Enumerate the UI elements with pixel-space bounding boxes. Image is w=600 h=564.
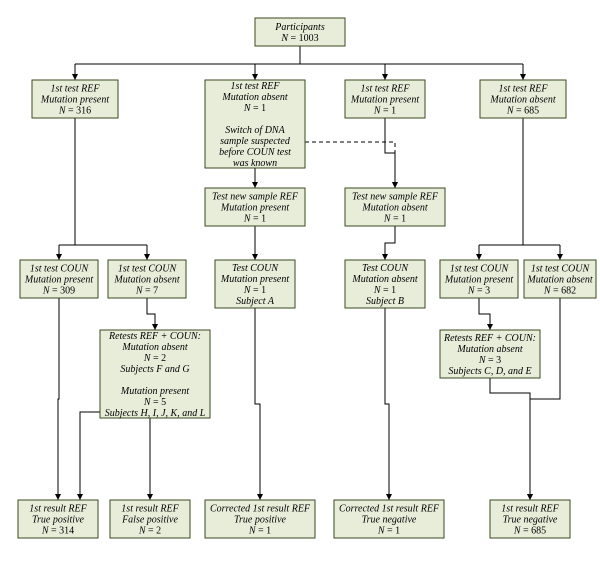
node-label: Mutation absent [121, 342, 187, 353]
node-label: N = 3 [478, 355, 501, 366]
node-test_subA: Test COUNMutation presentN = 1Subject A [215, 260, 295, 308]
node-label: N = 1 [373, 106, 396, 117]
node-label: True negative [362, 515, 417, 526]
node-ref_mp316: 1st test REFMutation presentN = 316 [32, 80, 118, 118]
node-label: 1st test REF [231, 81, 281, 92]
node-label: N = 1 [383, 214, 406, 225]
node-ref_ma685: 1st test REFMutation absentN = 685 [480, 80, 566, 118]
node-label: 1st test REF [361, 84, 411, 95]
node-ref_mp1: 1st test REFMutation presentN = 1 [345, 80, 425, 118]
flowchart: ParticipantsN = 10031st test REFMutation… [0, 0, 600, 564]
node-label: True positive [32, 515, 85, 526]
node-label: Mutation present [120, 386, 189, 397]
node-label: N = 2 [143, 353, 166, 364]
node-retest_cde: Retests REF + COUN:Mutation absentN = 3S… [440, 330, 540, 378]
node-label: False positive [121, 515, 178, 526]
node-label: 1st test REF [51, 84, 101, 95]
node-label: Switch of DNA [225, 125, 285, 136]
node-label: Mutation present [220, 274, 289, 285]
node-label: Test COUN [362, 263, 409, 274]
node-coun_ma7: 1st test COUNMutation absentN = 7 [108, 260, 186, 298]
node-label: True positive [234, 515, 287, 526]
node-label: N = 685 [513, 526, 546, 537]
node-res_tn685: 1st result REFTrue negativeN = 685 [490, 500, 570, 538]
node-label: Test COUN [232, 263, 279, 274]
node-coun_mp309: 1st test COUNMutation presentN = 309 [20, 260, 98, 298]
node-label: N = 1 [243, 285, 266, 296]
node-label: 1st test REF [499, 84, 549, 95]
node-label: 1st test COUN [531, 264, 591, 275]
node-label: N = 1 [243, 214, 266, 225]
node-label: Retests REF + COUN: [108, 331, 201, 342]
node-label: Subjects F and G [120, 364, 189, 375]
node-res_ctp: Corrected 1st result REFTrue positiveN =… [205, 500, 315, 538]
node-new_ma1: Test new sample REFMutation absentN = 1 [345, 188, 445, 226]
node-res_tp314: 1st result REFTrue positiveN = 314 [18, 500, 98, 538]
node-label: N = 314 [41, 526, 74, 537]
node-label: Mutation present [350, 95, 419, 106]
node-label: Mutation absent [456, 344, 522, 355]
node-label: before COUN test [219, 147, 291, 158]
node-label: Subjects C, D, and E [448, 366, 531, 377]
node-label: N = 1 [243, 103, 266, 114]
node-label: Subject A [236, 296, 275, 307]
node-label: N = 3 [467, 286, 490, 297]
node-label: 1st result REF [121, 504, 179, 515]
node-label: 1st test COUN [30, 264, 90, 275]
node-label: N = 1 [373, 285, 396, 296]
node-label: Mutation absent [113, 275, 179, 286]
node-label: sample suspected [220, 136, 291, 147]
node-label: 1st result REF [29, 504, 87, 515]
node-label: Mutation present [24, 275, 93, 286]
node-label: Corrected 1st result REF [339, 504, 440, 515]
node-res_ctn: Corrected 1st result REFTrue negativeN =… [334, 500, 444, 538]
node-coun_ma682: 1st test COUNMutation absentN = 682 [524, 260, 596, 298]
node-label: N = 1 [377, 526, 400, 537]
node-new_mp1: Test new sample REFMutation presentN = 1 [205, 188, 305, 226]
node-label: 1st test COUN [118, 264, 178, 275]
node-label: Subjects H, I, J, K, and L [105, 408, 206, 419]
node-label: Mutation present [40, 95, 109, 106]
node-label: N = 316 [58, 106, 91, 117]
node-label: N = 7 [135, 286, 158, 297]
node-label: Test new sample REF [212, 192, 299, 203]
node-label: N = 2 [138, 526, 161, 537]
node-label: Retests REF + COUN: [443, 333, 536, 344]
node-label: N = 309 [42, 286, 75, 297]
node-root: ParticipantsN = 1003 [255, 18, 345, 46]
node-retest_fg: Retests REF + COUN:Mutation absentN = 2S… [100, 330, 210, 419]
node-label: 1st test COUN [450, 264, 510, 275]
node-label: True negative [503, 515, 558, 526]
node-label: Mutation absent [351, 274, 417, 285]
node-label: N = 1003 [280, 33, 318, 44]
node-label: Subject B [366, 296, 404, 307]
node-label: Participants [274, 22, 325, 33]
node-label: Mutation present [444, 275, 513, 286]
node-label: N = 1 [248, 526, 271, 537]
node-label: N = 682 [543, 286, 576, 297]
node-label: Test new sample REF [352, 192, 439, 203]
node-label: Mutation absent [489, 95, 555, 106]
node-coun_mp3: 1st test COUNMutation presentN = 3 [440, 260, 518, 298]
node-label: Corrected 1st result REF [210, 504, 311, 515]
node-label: was known [233, 158, 277, 169]
node-label: N = 5 [143, 397, 166, 408]
node-label: Mutation absent [221, 92, 287, 103]
node-res_fp2: 1st result REFFalse positiveN = 2 [110, 500, 190, 538]
node-label: N = 685 [506, 106, 539, 117]
node-label: 1st result REF [501, 504, 559, 515]
node-ref_ma1: 1st test REFMutation absentN = 1 Switch o… [205, 80, 305, 169]
node-label: Mutation absent [526, 275, 592, 286]
node-label: Mutation present [220, 203, 289, 214]
node-test_subB: Test COUNMutation absentN = 1Subject B [345, 260, 425, 308]
node-label: Mutation absent [361, 203, 427, 214]
